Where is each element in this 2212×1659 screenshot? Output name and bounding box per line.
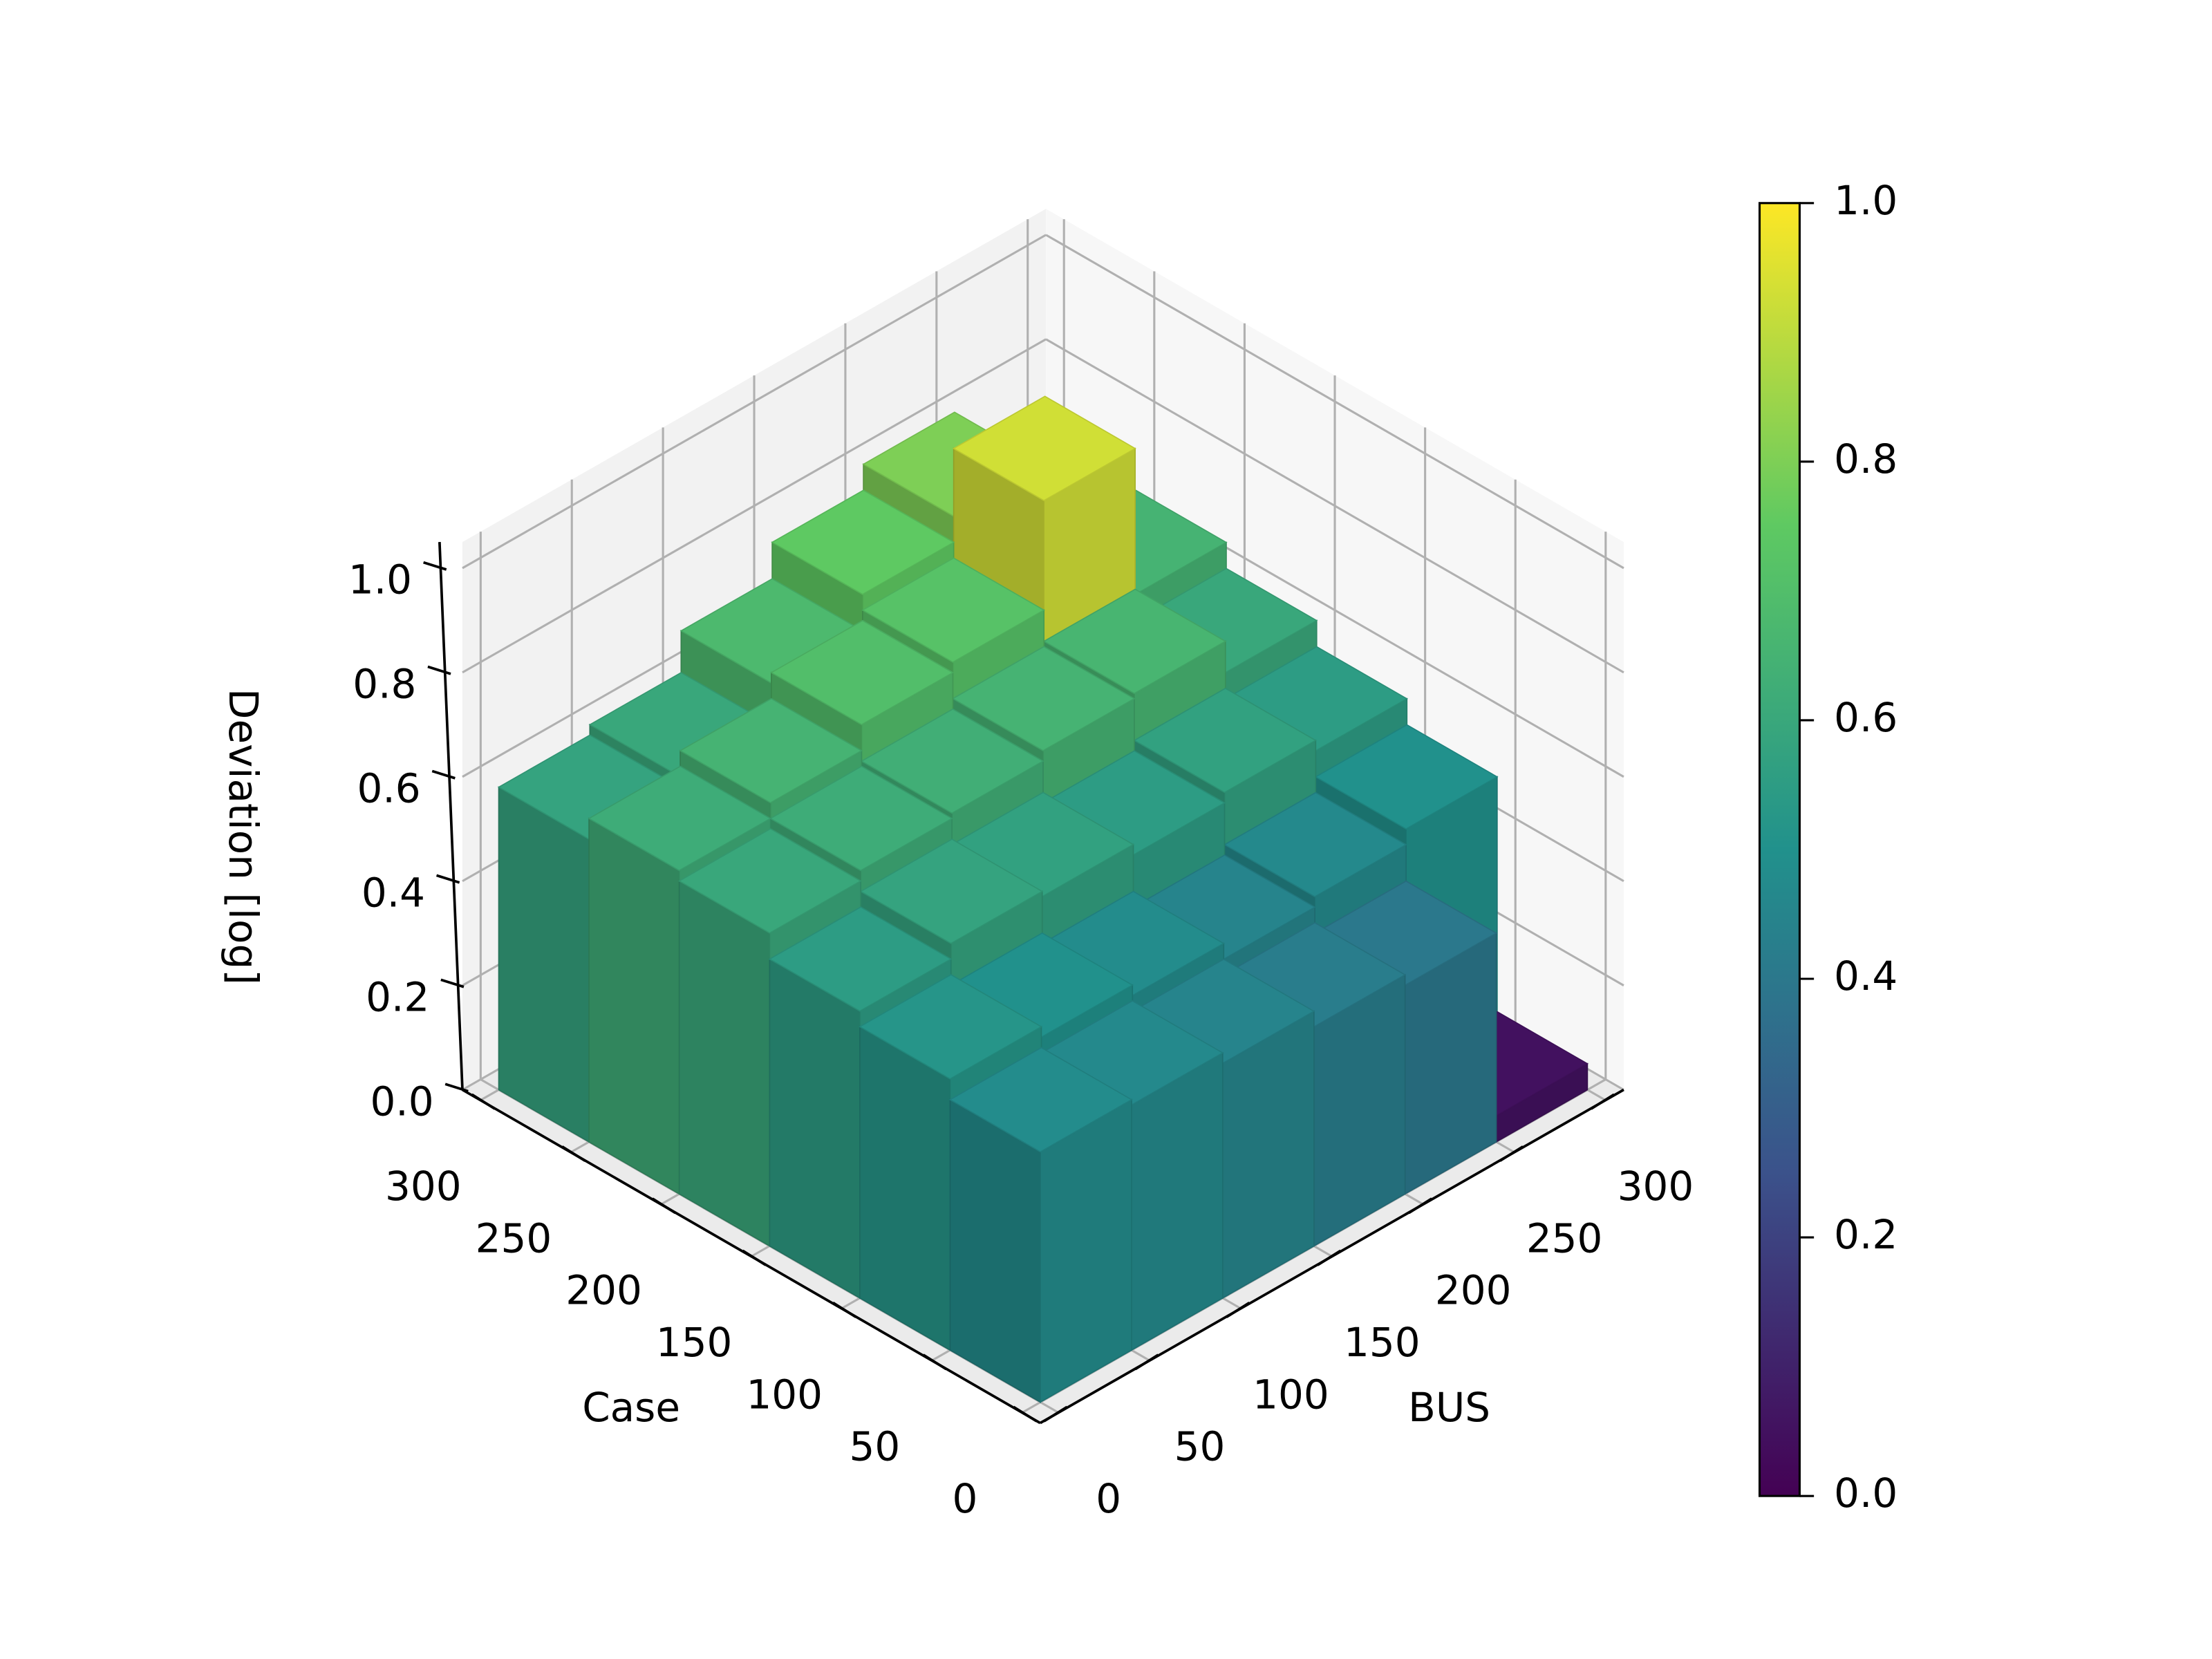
grid-line	[1045, 338, 1624, 674]
bar-face	[859, 974, 1043, 1080]
bar-face	[1223, 791, 1407, 898]
bar-face	[860, 708, 1044, 814]
x-tick-label: 300	[1618, 1163, 1694, 1210]
y-tick	[922, 1353, 947, 1371]
bar-face	[677, 828, 862, 934]
y-tick	[742, 1249, 767, 1266]
x-tick-label: 200	[1435, 1267, 1512, 1314]
bar	[948, 1047, 1133, 1403]
y-tick	[832, 1302, 857, 1318]
bar-face	[1133, 687, 1317, 794]
grid-line	[1045, 234, 1624, 570]
bar-face	[769, 958, 861, 1300]
y-tick-label: 300	[385, 1163, 462, 1210]
y-tick-label: 50	[849, 1423, 900, 1470]
z-tick	[444, 1082, 469, 1093]
bar-face	[859, 1025, 951, 1351]
x-tick	[1043, 1405, 1068, 1423]
x-tick-label: 250	[1526, 1215, 1603, 1262]
axes: 0 50 100 150 200 250 300 0 50 100 150 200 250 300 0.0 0…	[348, 542, 1694, 1522]
y-tick-label: 250	[476, 1215, 552, 1262]
bar-face	[769, 765, 953, 872]
x-tick-label: 0	[1096, 1475, 1121, 1522]
y-tick	[471, 1093, 496, 1110]
colorbar	[1758, 202, 1801, 1497]
z-tick	[427, 665, 451, 675]
bar-face	[498, 786, 590, 1143]
bars	[497, 395, 1589, 1403]
colorbar-tick-label: 1.0	[1834, 177, 1897, 224]
z-tick-label: 0.4	[362, 869, 425, 916]
colorbar-tick-label: 0.2	[1834, 1211, 1897, 1258]
x-tick	[1499, 1145, 1524, 1162]
x-tick	[1317, 1249, 1342, 1266]
x-axis-label: BUS	[1408, 1384, 1490, 1431]
bar-face	[859, 838, 1044, 944]
bar-face	[770, 619, 955, 726]
y-tick-label: 0	[953, 1475, 978, 1522]
z-tick	[423, 561, 447, 571]
y-tick	[561, 1145, 586, 1162]
bar-face	[588, 817, 680, 1195]
z-tick-label: 0.0	[370, 1078, 433, 1125]
x-tick	[1408, 1197, 1433, 1215]
colorbar-tick-label: 0.8	[1834, 435, 1897, 482]
bar-face	[771, 489, 955, 595]
bar-face	[1042, 588, 1227, 695]
bar-face	[949, 1098, 1041, 1403]
bar-face	[1040, 1098, 1132, 1403]
z-tick	[440, 978, 465, 988]
bar-face	[861, 557, 1045, 663]
z-tick	[435, 874, 460, 884]
colorbar-ticks: 0.0 0.2 0.4 0.6 0.8 1.0	[1799, 177, 1897, 1517]
z-tick	[431, 769, 456, 780]
x-tick-label: 150	[1344, 1319, 1421, 1366]
z-tick-label: 0.2	[366, 973, 429, 1020]
bar-face	[768, 906, 953, 1012]
bar-face	[678, 880, 771, 1247]
grid-line	[462, 234, 1047, 570]
y-tick-label: 150	[656, 1319, 733, 1366]
z-tick-label: 0.8	[353, 661, 416, 708]
z-tick-label: 1.0	[348, 556, 412, 603]
bar-face	[679, 697, 863, 804]
x-tick	[1590, 1093, 1615, 1110]
bar-face	[1314, 724, 1499, 830]
y-tick	[1013, 1405, 1038, 1423]
z-axis-label: Deviation [log]	[220, 688, 267, 985]
bar-face	[948, 1047, 1133, 1153]
x-tick	[1226, 1302, 1250, 1318]
bar-face	[588, 765, 772, 872]
y-tick	[651, 1197, 676, 1215]
y-tick-label: 200	[565, 1267, 642, 1314]
z-axis-line	[438, 542, 464, 1090]
bar-face	[952, 395, 1136, 502]
colorbar-tick-label: 0.6	[1834, 694, 1897, 741]
colorbar-tick-label: 0.0	[1834, 1470, 1897, 1517]
colorbar-tick-label: 0.4	[1834, 953, 1897, 1000]
x-tick	[1134, 1353, 1159, 1371]
grid-line	[462, 338, 1047, 674]
x-tick-label: 50	[1174, 1423, 1226, 1470]
y-axis-label: Case	[582, 1384, 680, 1431]
bar-face	[951, 646, 1136, 751]
y-tick-label: 100	[746, 1371, 823, 1418]
x-tick-label: 100	[1253, 1371, 1329, 1418]
z-tick-label: 0.6	[357, 765, 421, 812]
